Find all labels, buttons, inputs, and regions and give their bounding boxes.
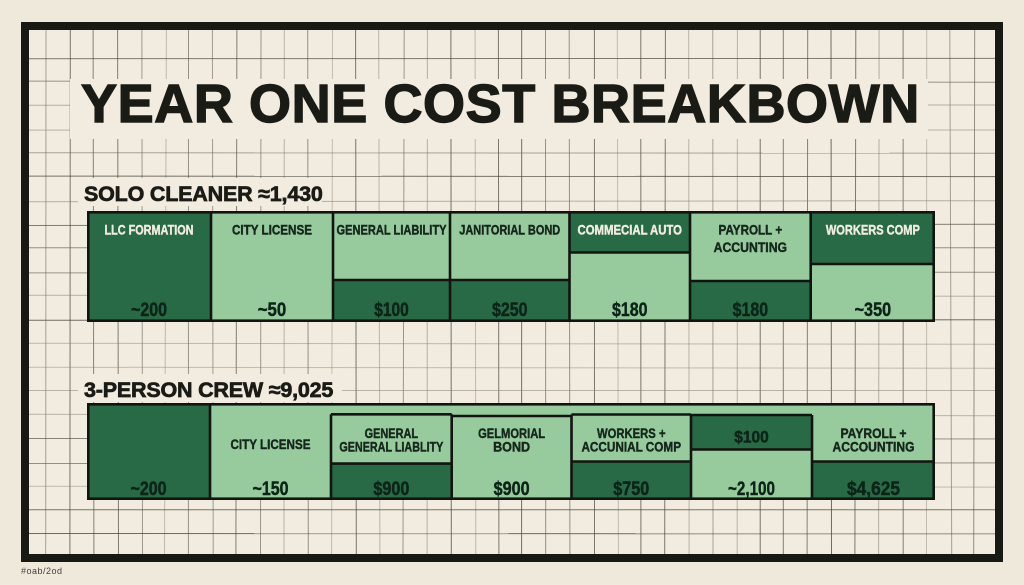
svg-text:GELMORIAL: GELMORIAL [478, 425, 545, 441]
svg-text:CITY LICENSE: CITY LICENSE [232, 222, 312, 238]
svg-text:ACCUNIAL COMP: ACCUNIAL COMP [581, 439, 681, 455]
svg-text:GENERAL: GENERAL [365, 425, 419, 441]
svg-text:~350: ~350 [855, 299, 892, 321]
svg-text:GENERAL LIABLITY: GENERAL LIABLITY [339, 439, 444, 455]
svg-text:$100: $100 [734, 429, 769, 447]
svg-text:WORKERS COMP: WORKERS COMP [826, 222, 920, 238]
svg-text:COMMECIAL AUTO: COMMECIAL AUTO [578, 222, 683, 238]
svg-text:$180: $180 [733, 299, 769, 321]
svg-text:$100: $100 [374, 299, 409, 321]
svg-text:GENERAL LIABILITY: GENERAL LIABILITY [337, 222, 448, 238]
svg-text:~2,100: ~2,100 [728, 478, 775, 500]
svg-text:BOND: BOND [493, 439, 530, 455]
svg-text:~200: ~200 [131, 299, 167, 321]
svg-text:$250: $250 [492, 299, 528, 321]
svg-text:~150: ~150 [253, 478, 289, 500]
svg-text:$180: $180 [612, 299, 648, 321]
svg-text:$900: $900 [494, 478, 530, 500]
svg-text:ACCUNTING: ACCUNTING [714, 239, 788, 255]
svg-text:$750: $750 [613, 478, 649, 500]
svg-text:$900: $900 [373, 478, 409, 500]
svg-text:PAYROLL +: PAYROLL + [841, 425, 907, 441]
svg-text:$4,625: $4,625 [847, 478, 900, 500]
svg-text:CITY LICENSE: CITY LICENSE [231, 436, 311, 452]
svg-text:ACCOUNTING: ACCOUNTING [833, 439, 915, 455]
svg-text:WORKERS +: WORKERS + [597, 425, 666, 441]
svg-text:LLC FORMATION: LLC FORMATION [105, 222, 194, 238]
svg-text:~200: ~200 [131, 478, 167, 500]
svg-text:JANITORIAL BOND: JANITORIAL BOND [459, 222, 560, 238]
svg-text:~50: ~50 [258, 299, 287, 321]
svg-text:PAYROLL +: PAYROLL + [719, 222, 783, 238]
